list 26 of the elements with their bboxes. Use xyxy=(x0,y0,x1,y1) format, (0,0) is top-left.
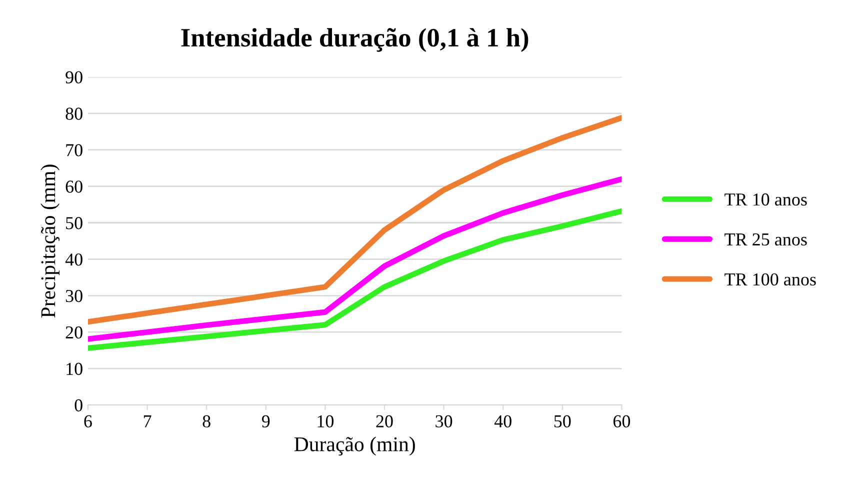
x-tick-label: 8 xyxy=(202,415,210,428)
y-tick-label: 10 xyxy=(66,362,82,375)
x-tick-label: 6 xyxy=(84,415,92,428)
x-tick-label: 9 xyxy=(262,415,270,428)
x-tick-label: 50 xyxy=(554,415,571,428)
y-tick-label: 20 xyxy=(66,326,82,339)
y-tick-label: 70 xyxy=(66,144,82,156)
x-tick-label: 30 xyxy=(436,415,452,428)
x-axis-title: Duração (min) xyxy=(294,436,415,456)
y-tick-label: 0 xyxy=(74,399,82,412)
y-tick-label: 30 xyxy=(66,290,82,302)
legend-label: TR 100 anos xyxy=(724,273,816,286)
chart-title: Intensidade duração (0,1 à 1 h) xyxy=(181,28,528,52)
y-tick-label: 60 xyxy=(66,180,82,193)
y-tick-label: 50 xyxy=(66,217,82,230)
x-tick-label: 20 xyxy=(376,415,393,428)
legend-label: TR 25 anos xyxy=(724,233,807,246)
x-tick-label: 7 xyxy=(144,415,152,428)
legend-label: TR 10 anos xyxy=(724,193,807,206)
y-axis-title: Precipitação (mm) xyxy=(40,164,60,318)
y-tick-label: 90 xyxy=(66,71,82,84)
y-tick-label: 40 xyxy=(65,253,82,266)
x-tick-label: 10 xyxy=(318,415,334,428)
x-tick-label: 40 xyxy=(494,415,512,428)
x-tick-label: 60 xyxy=(613,415,630,428)
y-tick-label: 80 xyxy=(66,108,82,120)
